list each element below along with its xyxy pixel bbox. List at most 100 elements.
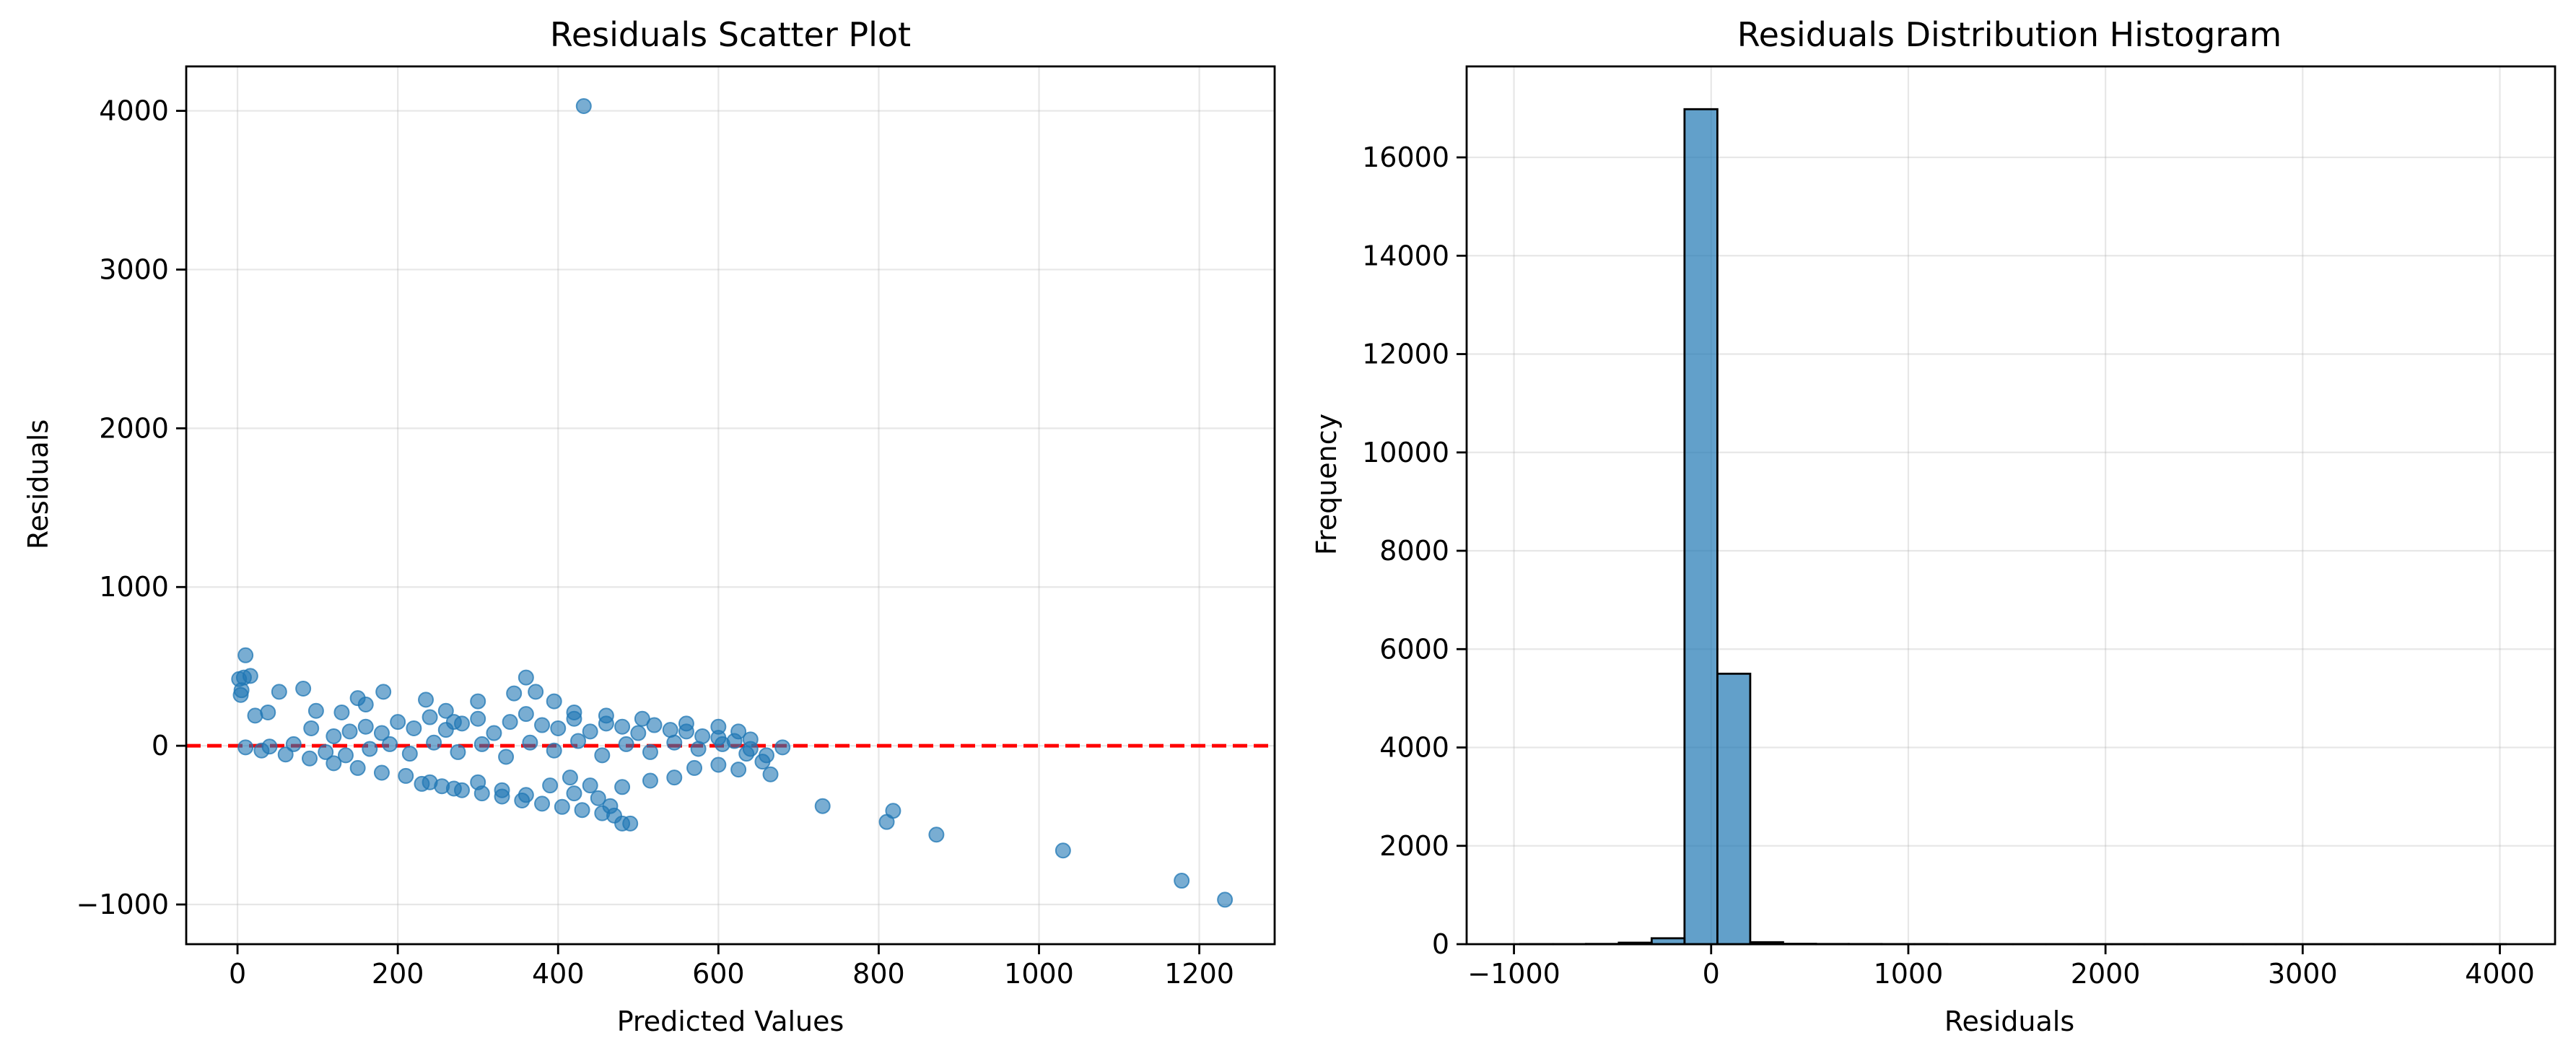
scatter-point	[326, 729, 341, 744]
histogram-x-tick-label: 4000	[2465, 958, 2535, 990]
scatter-point	[667, 770, 681, 785]
scatter-point	[1174, 873, 1189, 888]
scatter-point	[343, 724, 357, 738]
scatter-point	[571, 734, 585, 749]
scatter-point	[471, 694, 485, 709]
scatter-point	[475, 737, 489, 751]
scatter-point	[351, 761, 365, 775]
histogram-x-tick-label: 2000	[2071, 958, 2141, 990]
scatter-point	[375, 766, 389, 780]
scatter-point	[547, 744, 562, 758]
scatter-point	[414, 777, 429, 791]
scatter-point	[302, 751, 317, 766]
scatter-point	[455, 783, 469, 798]
histogram-panel: Residuals Distribution Histogram Residua…	[1311, 15, 2555, 1037]
scatter-point	[287, 737, 301, 751]
scatter-point	[555, 800, 569, 814]
histogram-x-tick-label: 1000	[1874, 958, 1944, 990]
scatter-point	[886, 803, 900, 818]
scatter-point	[435, 779, 449, 793]
scatter-point	[739, 746, 754, 761]
scatter-point	[406, 721, 421, 736]
scatter-point	[731, 762, 746, 777]
scatter-point	[519, 671, 533, 685]
histogram-bars	[1520, 109, 2505, 944]
scatter-point	[238, 740, 253, 754]
scatter-point	[376, 684, 390, 699]
scatter-y-tick-label: −1000	[76, 889, 169, 920]
histogram-y-axis-label: Frequency	[1311, 414, 1342, 555]
scatter-x-tick-label: 600	[692, 958, 745, 990]
scatter-point	[547, 694, 562, 709]
scatter-point	[398, 769, 413, 783]
scatter-y-tick-label: 1000	[99, 571, 169, 603]
scatter-point	[238, 648, 253, 663]
scatter-point	[647, 718, 662, 733]
scatter-point	[383, 737, 397, 751]
scatter-point	[567, 786, 581, 801]
histogram-bar	[1717, 673, 1750, 944]
scatter-point	[235, 683, 249, 697]
histogram-title: Residuals Distribution Histogram	[1737, 15, 2282, 54]
scatter-point	[523, 736, 537, 750]
scatter-point	[475, 786, 489, 801]
scatter-point	[631, 726, 645, 741]
scatter-y-axis-label: Residuals	[22, 419, 54, 549]
scatter-point	[261, 705, 275, 720]
histogram-axes-frame	[1467, 66, 2555, 944]
scatter-point	[427, 736, 441, 750]
scatter-point	[583, 724, 598, 738]
scatter-point	[296, 681, 310, 696]
scatter-x-tick-label: 1000	[1004, 958, 1074, 990]
histogram-y-tick-label: 10000	[1362, 437, 1449, 468]
scatter-point	[499, 750, 513, 764]
scatter-point	[334, 705, 349, 720]
scatter-point	[595, 748, 609, 762]
scatter-point	[390, 715, 405, 729]
scatter-point	[535, 718, 549, 733]
scatter-point	[619, 737, 634, 751]
scatter-point	[304, 721, 318, 736]
scatter-point	[309, 704, 323, 718]
histogram-y-tick-label: 0	[1432, 928, 1449, 960]
scatter-title: Residuals Scatter Plot	[550, 15, 911, 54]
histogram-y-tick-label: 14000	[1362, 240, 1449, 271]
scatter-point	[615, 720, 629, 734]
scatter-point	[272, 684, 287, 699]
scatter-x-tick-label: 800	[852, 958, 905, 990]
scatter-x-tick-label: 0	[229, 958, 246, 990]
scatter-point	[528, 684, 543, 699]
histogram-x-tick-label: 0	[1703, 958, 1720, 990]
scatter-point	[643, 774, 658, 788]
histogram-grid	[1467, 66, 2555, 944]
scatter-point	[667, 736, 681, 750]
histogram-y-tick-label: 16000	[1362, 141, 1449, 173]
histogram-y-tick-label: 2000	[1379, 830, 1449, 862]
scatter-points	[232, 99, 1232, 907]
scatter-point	[755, 754, 769, 769]
scatter-x-tick-label: 1200	[1164, 958, 1234, 990]
scatter-point	[486, 726, 501, 741]
scatter-y-tick-label: 2000	[99, 412, 169, 444]
scatter-point	[248, 708, 262, 723]
scatter-point	[691, 742, 706, 756]
scatter-point	[687, 761, 702, 775]
scatter-point	[359, 720, 373, 734]
scatter-point	[471, 712, 485, 726]
scatter-point	[715, 737, 730, 751]
scatter-point	[439, 723, 453, 737]
scatter-axes-frame	[186, 66, 1275, 944]
scatter-point	[599, 716, 614, 731]
histogram-x-tick-label: 3000	[2268, 958, 2338, 990]
scatter-point	[495, 790, 510, 804]
scatter-point	[816, 799, 830, 814]
scatter-point	[455, 716, 469, 731]
scatter-point	[643, 745, 658, 759]
scatter-point	[1218, 892, 1232, 907]
scatter-point	[929, 827, 943, 842]
scatter-panel: Residuals Scatter Plot Predicted Values …	[22, 15, 1275, 1037]
scatter-point	[262, 739, 276, 754]
histogram-y-tick-label: 6000	[1379, 633, 1449, 665]
